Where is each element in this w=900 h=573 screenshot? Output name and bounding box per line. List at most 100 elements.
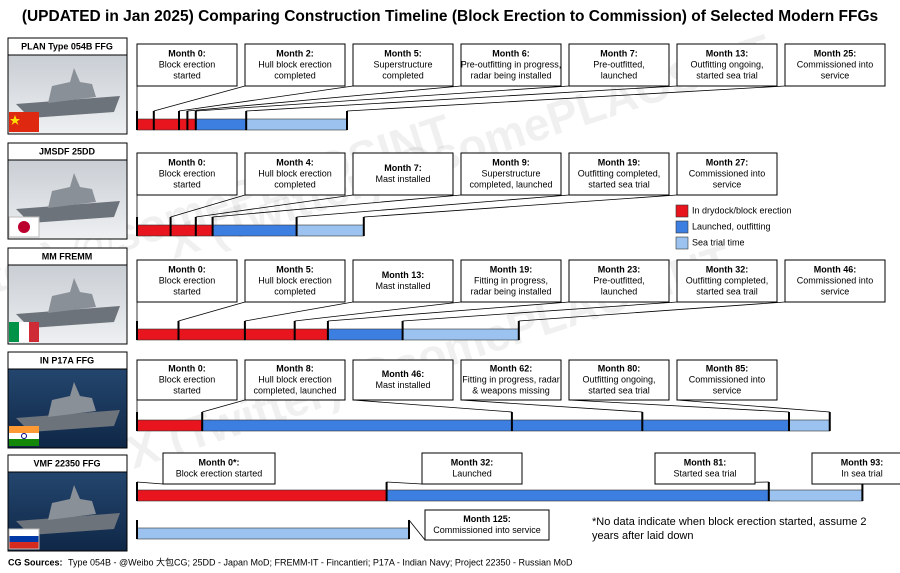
milestone-month: Month 125: — [463, 514, 511, 524]
milestone-text: Superstructure — [481, 168, 540, 178]
timeline-segment — [511, 419, 643, 432]
milestone-text: Block erection — [159, 374, 216, 384]
milestone-month: Month 4: — [276, 157, 314, 167]
legend-label: In drydock/block erection — [692, 205, 792, 215]
milestone-month: Month 93: — [841, 457, 884, 467]
milestone-month: Month 32: — [451, 457, 494, 467]
flag-part — [9, 426, 39, 433]
milestone-text: Superstructure — [373, 59, 432, 69]
milestone-text: Mast installed — [375, 281, 430, 291]
milestone-month: Month 25: — [814, 48, 857, 58]
connector — [460, 399, 643, 413]
flag-border — [8, 216, 40, 238]
milestone-text: Pre-outfitting in progress, — [461, 59, 562, 69]
flag-part — [9, 536, 39, 542]
milestone-box — [136, 359, 238, 401]
milestone-text: completed, launched — [253, 385, 336, 395]
milestone-text: service — [713, 179, 742, 189]
milestone-month: Month 23: — [598, 264, 641, 274]
timeline-segment — [244, 328, 295, 341]
connector — [408, 519, 426, 541]
ship-superstructure — [48, 381, 96, 417]
milestone-text: started sea trial — [696, 70, 758, 80]
milestone-text: Pre-outfitted, — [593, 59, 645, 69]
legend-label: Launched, outfitting — [692, 221, 771, 231]
milestone-month: Month 6: — [492, 48, 530, 58]
milestone-month: Month 7: — [600, 48, 638, 58]
milestone-text: Launched — [452, 468, 492, 478]
milestone-box — [676, 359, 778, 401]
milestone-box — [568, 152, 670, 196]
milestone-box — [460, 152, 562, 196]
milestone-box — [784, 43, 886, 87]
milestone-text: launched — [601, 70, 638, 80]
connector — [136, 481, 164, 485]
milestone-month: Month 0: — [168, 157, 206, 167]
ship-name: PLAN Type 054B FFG — [21, 41, 113, 51]
milestone-box — [352, 259, 454, 303]
milestone-text: Mast installed — [375, 174, 430, 184]
milestone-month: Month 0: — [168, 48, 206, 58]
milestone-text: Started sea trial — [673, 468, 736, 478]
timeline-segment — [327, 328, 403, 341]
ship-superstructure — [48, 277, 96, 313]
milestone-text: Commissioned into — [689, 374, 766, 384]
note: *No data indicate when block erection st… — [592, 516, 867, 528]
milestone-box — [568, 359, 670, 401]
milestone-text: radar being installed — [470, 286, 551, 296]
flag-star — [10, 115, 20, 125]
ship-name: JMSDF 25DD — [39, 146, 96, 156]
milestone-month: Month 46: — [814, 264, 857, 274]
milestone-month: Month 7: — [384, 163, 422, 173]
connector — [402, 301, 678, 322]
milestone-text: completed — [274, 179, 316, 189]
milestone-month: Month 62: — [490, 363, 533, 373]
milestone-box — [460, 359, 562, 401]
connector — [386, 481, 423, 485]
connector — [212, 194, 462, 218]
flag-part — [9, 529, 39, 536]
connector — [346, 85, 786, 112]
milestone-month: Month 19: — [598, 157, 641, 167]
flag-part — [29, 322, 39, 342]
connector — [568, 399, 790, 413]
milestone-text: completed, launched — [469, 179, 552, 189]
milestone-box — [568, 259, 670, 303]
timeline-segment — [153, 118, 180, 131]
flag-disc — [18, 221, 30, 233]
milestone-text: completed — [274, 286, 316, 296]
timeline-segment — [136, 489, 387, 502]
connector — [294, 301, 462, 322]
milestone-box — [421, 452, 523, 485]
milestone-month: Month 8: — [276, 363, 314, 373]
milestone-text: radar being installed — [470, 70, 551, 80]
timeline-segment — [178, 118, 188, 131]
milestone-text: started — [173, 385, 201, 395]
timeline-segment — [402, 328, 520, 341]
connector — [296, 194, 570, 218]
timeline-segment — [788, 419, 831, 432]
timeline-segment — [212, 224, 297, 237]
milestone-text: service — [821, 286, 850, 296]
milestone-box — [676, 43, 778, 87]
milestone-text: Pre-outfitted, — [593, 275, 645, 285]
milestone-text: Fitting in progress, radar — [462, 374, 560, 384]
timeline-segment — [136, 419, 203, 432]
milestone-box — [460, 43, 562, 87]
milestone-month: Month 27: — [706, 157, 749, 167]
milestone-month: Month 19: — [490, 264, 533, 274]
milestone-text: started — [173, 286, 201, 296]
milestone-text: Mast installed — [375, 380, 430, 390]
timeline-segment — [170, 224, 197, 237]
legend-swatch — [675, 236, 689, 250]
ship-hull — [16, 409, 120, 432]
milestone-box — [424, 509, 550, 541]
milestone-box — [811, 452, 900, 485]
milestone-box — [136, 259, 238, 303]
flag-part — [9, 439, 39, 446]
timeline-segment — [768, 489, 863, 502]
milestone-text: Hull block erection — [258, 275, 332, 285]
legend-swatch — [675, 220, 689, 234]
milestone-box — [676, 259, 778, 303]
